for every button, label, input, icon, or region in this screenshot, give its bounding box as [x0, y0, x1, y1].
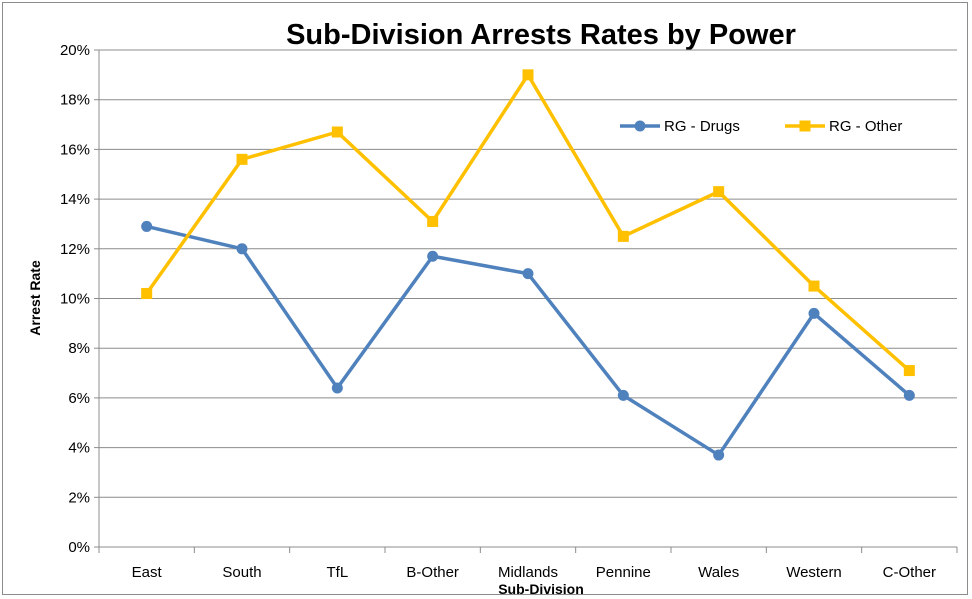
x-tick-label: Western — [786, 564, 842, 581]
x-tick-label: B-Other — [406, 564, 459, 581]
y-axis-title: Arrest Rate — [27, 260, 43, 336]
data-point — [713, 186, 725, 198]
x-tick-label: C-Other — [883, 564, 936, 581]
data-point — [427, 250, 439, 262]
x-axis-title: Sub-Division — [498, 581, 584, 597]
data-point — [713, 449, 725, 461]
y-tick-label: 12% — [60, 241, 90, 258]
y-tick-label: 4% — [68, 440, 90, 457]
y-tick-label: 0% — [68, 539, 90, 556]
legend-marker-2 — [799, 120, 811, 132]
legend-label-2: RG - Other — [829, 118, 902, 135]
data-point — [141, 288, 153, 300]
data-point — [903, 389, 915, 401]
data-point — [236, 243, 248, 255]
data-point — [903, 365, 915, 377]
chart-title: Sub-Division Arrests Rates by Power — [286, 19, 796, 51]
legend: RG - Drugs RG - Other — [620, 118, 902, 135]
data-point — [808, 307, 820, 319]
x-tick-label: TfL — [326, 564, 348, 581]
x-tick-label: East — [132, 564, 163, 581]
series-line-2 — [144, 73, 912, 373]
x-tick-label: Pennine — [596, 564, 651, 581]
y-tick-label: 10% — [60, 291, 90, 308]
y-tick-label: 6% — [68, 390, 90, 407]
x-tick-label: Midlands — [498, 564, 558, 581]
legend-label-1: RG - Drugs — [664, 118, 740, 135]
data-point — [808, 280, 820, 292]
y-tick-label: 16% — [60, 141, 90, 158]
gridlines — [94, 49, 957, 548]
y-tick-labels: 0% 2% 4% 6% 8% 10% 12% 14% 16% 18% 20% — [60, 42, 90, 556]
x-tick-label: South — [222, 564, 261, 581]
data-point — [522, 69, 534, 81]
x-tick-labels: East South TfL B-Other Midlands Pennine Wales W… — [132, 564, 936, 581]
series-group — [141, 69, 915, 461]
data-point — [331, 126, 343, 138]
data-point — [141, 220, 153, 232]
data-point — [617, 389, 629, 401]
data-point — [331, 382, 343, 394]
axes — [98, 50, 958, 553]
data-point — [236, 153, 248, 165]
data-point — [427, 215, 439, 227]
y-tick-label: 20% — [60, 42, 90, 59]
x-tick-label: Wales — [698, 564, 739, 581]
data-point — [522, 268, 534, 280]
data-point — [617, 230, 629, 242]
y-tick-label: 2% — [68, 489, 90, 506]
y-tick-label: 14% — [60, 191, 90, 208]
series-line-1 — [144, 224, 912, 457]
legend-marker-1 — [634, 120, 646, 132]
y-tick-label: 8% — [68, 340, 90, 357]
y-tick-label: 18% — [60, 92, 90, 109]
